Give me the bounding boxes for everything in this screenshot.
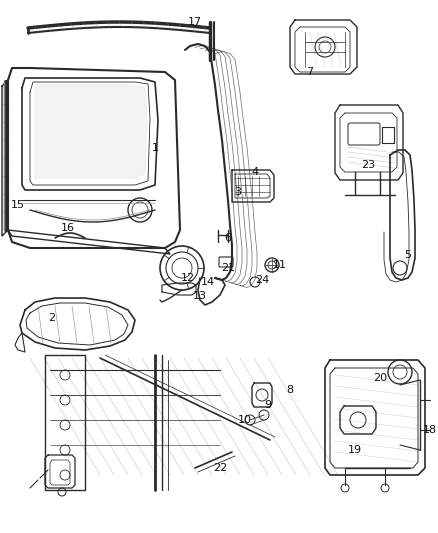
Text: 4: 4 xyxy=(251,167,258,177)
Polygon shape xyxy=(35,85,147,178)
Text: 13: 13 xyxy=(193,291,207,301)
Text: 22: 22 xyxy=(213,463,227,473)
Text: 14: 14 xyxy=(201,277,215,287)
Text: 1: 1 xyxy=(152,143,159,153)
Text: 21: 21 xyxy=(221,263,235,273)
Text: 19: 19 xyxy=(348,445,362,455)
Text: 6: 6 xyxy=(225,233,232,243)
Text: 2: 2 xyxy=(49,313,56,323)
Text: 24: 24 xyxy=(255,275,269,285)
Text: 16: 16 xyxy=(61,223,75,233)
Text: 9: 9 xyxy=(265,400,272,410)
Text: 5: 5 xyxy=(405,250,411,260)
Text: 10: 10 xyxy=(238,415,252,425)
Text: 23: 23 xyxy=(361,160,375,170)
Text: 15: 15 xyxy=(11,200,25,210)
Text: 11: 11 xyxy=(273,260,287,270)
Text: 20: 20 xyxy=(373,373,387,383)
Text: 17: 17 xyxy=(188,17,202,27)
Text: 7: 7 xyxy=(307,67,314,77)
Text: 18: 18 xyxy=(423,425,437,435)
Text: 12: 12 xyxy=(181,273,195,283)
Text: 3: 3 xyxy=(234,187,241,197)
Text: 8: 8 xyxy=(286,385,293,395)
